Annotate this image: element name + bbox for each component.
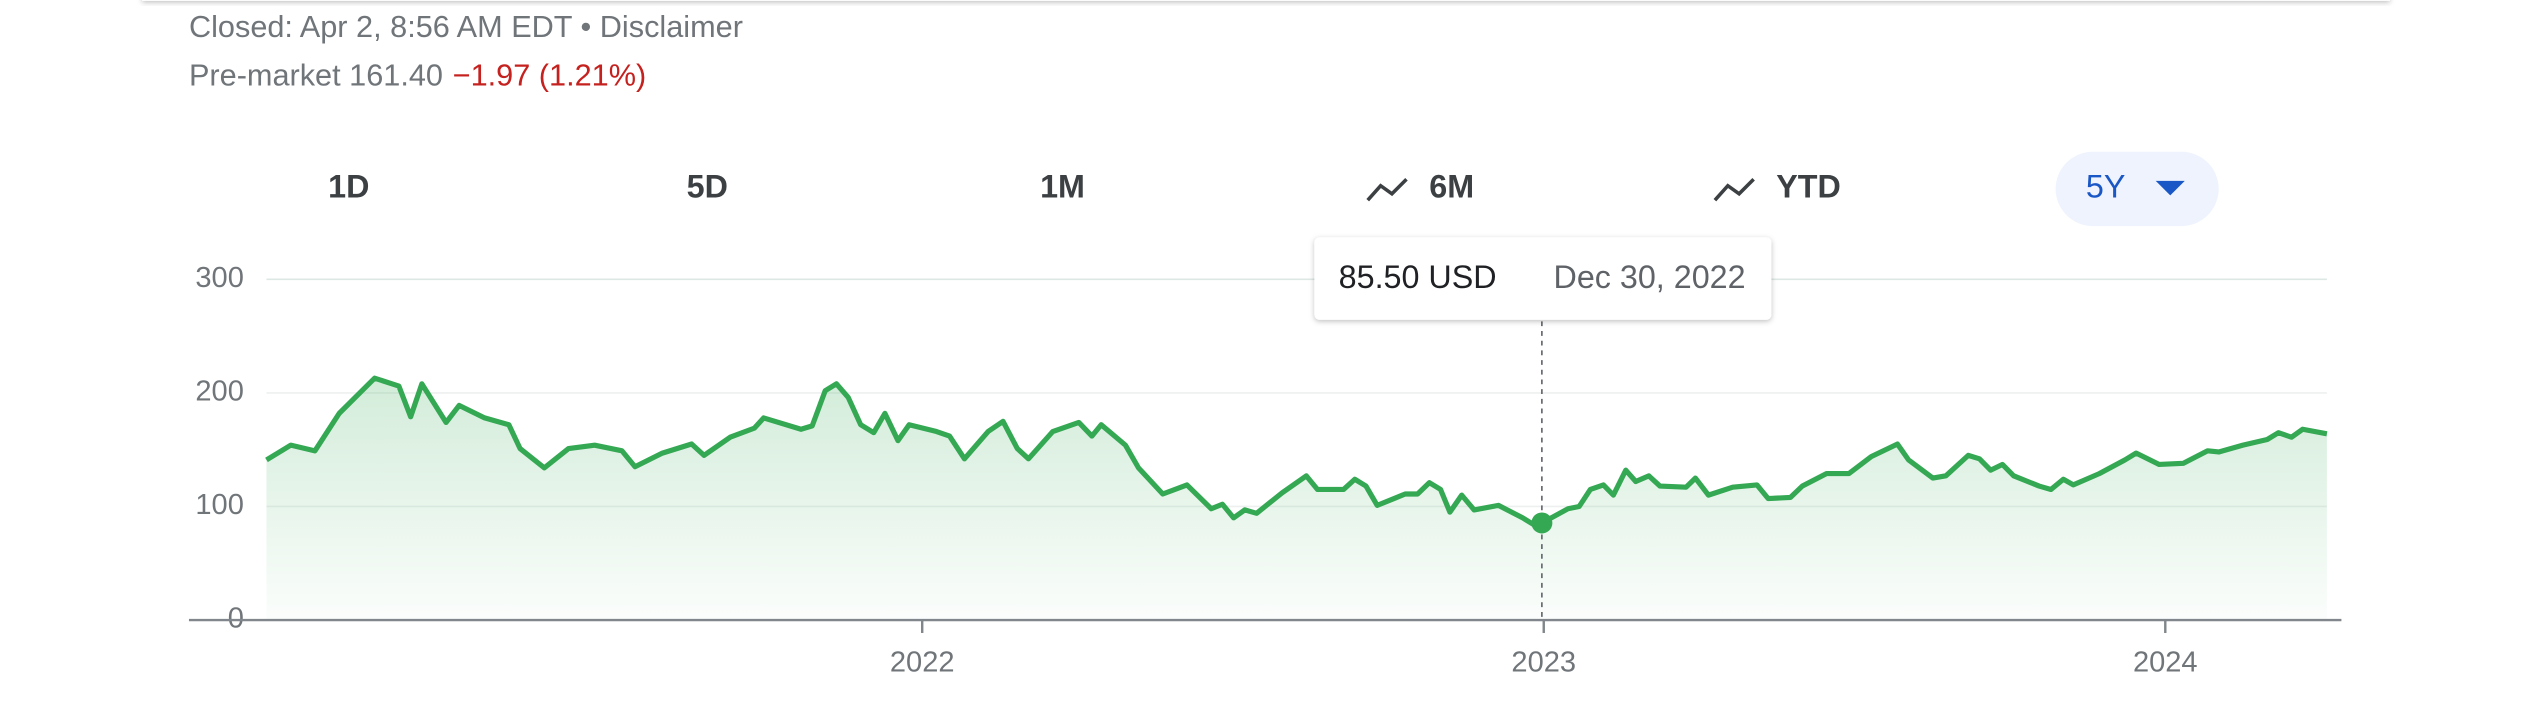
- y-tick-label: 0: [228, 603, 244, 635]
- range-tabs: 1D 5D 1M 6M YTD 5Y: [328, 151, 2219, 227]
- range-tab[interactable]: YTD: [1776, 168, 1841, 204]
- tooltip-date: Dec 30, 2022: [1554, 259, 1746, 295]
- dropdown-arrow[interactable]: [2155, 180, 2185, 196]
- premarket-label: Pre-market 161.40: [189, 58, 443, 93]
- range-tab[interactable]: 5Y: [2086, 168, 2126, 204]
- highlight-dot: [1531, 512, 1553, 534]
- range-tab[interactable]: 1D: [328, 168, 369, 204]
- tooltip-price: 85.50 USD: [1339, 259, 1497, 295]
- icon-line: [1713, 177, 1755, 202]
- premarket: Pre-market 161.40 −1.97 (1.21%): [189, 58, 646, 93]
- range-tab[interactable]: 5D: [687, 168, 728, 204]
- range-tab[interactable]: 1M: [1040, 168, 1085, 204]
- area: [266, 378, 2327, 621]
- y-tick-label: 300: [195, 262, 243, 294]
- y-tick-label: 100: [195, 489, 243, 521]
- selected-tab-bg: [2055, 151, 2219, 227]
- status: Closed: Apr 2, 8:56 AM EDT • Disclaimer: [189, 9, 743, 44]
- x-tick-label: 2023: [1511, 646, 1576, 678]
- premarket-change: −1.97 (1.21%): [453, 58, 647, 93]
- icon-line: [1366, 177, 1408, 202]
- price-line: [265, 375, 2328, 528]
- y-tick-label: 200: [195, 376, 243, 408]
- tooltip-box: [1314, 237, 1772, 320]
- x-tick-label: 2024: [2133, 646, 2198, 678]
- x-tick-label: 2022: [890, 646, 955, 678]
- range-tab[interactable]: 6M: [1429, 168, 1474, 204]
- card-edge: [142, 0, 2390, 1]
